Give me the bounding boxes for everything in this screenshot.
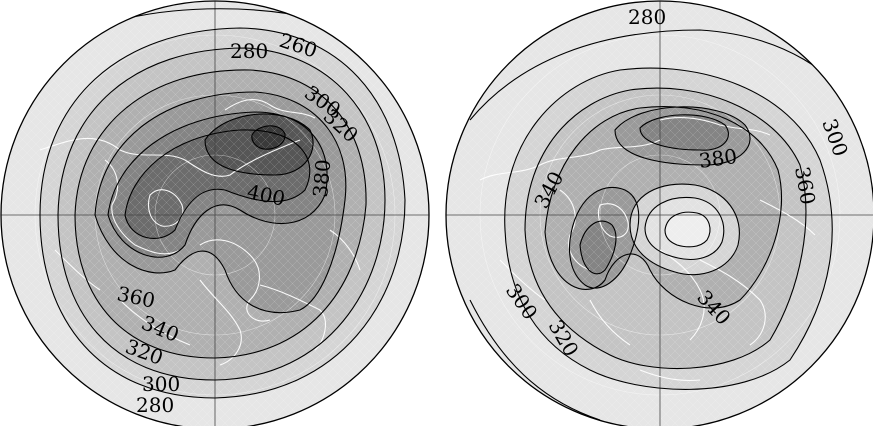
- left-contours: [39, 4, 429, 399]
- left-label-300-bottom: 300: [142, 372, 180, 396]
- right-polar-map: [446, 1, 873, 429]
- right-contours: [469, 29, 871, 421]
- left-polar-map: [1, 1, 429, 429]
- left-label-280-bottom: 280: [136, 393, 174, 417]
- left-label-280-top: 280: [230, 39, 268, 63]
- right-coastlines: [479, 116, 816, 382]
- right-label-380: 380: [697, 144, 738, 173]
- right-label-280: 280: [628, 5, 666, 29]
- left-label-380: 380: [308, 158, 335, 198]
